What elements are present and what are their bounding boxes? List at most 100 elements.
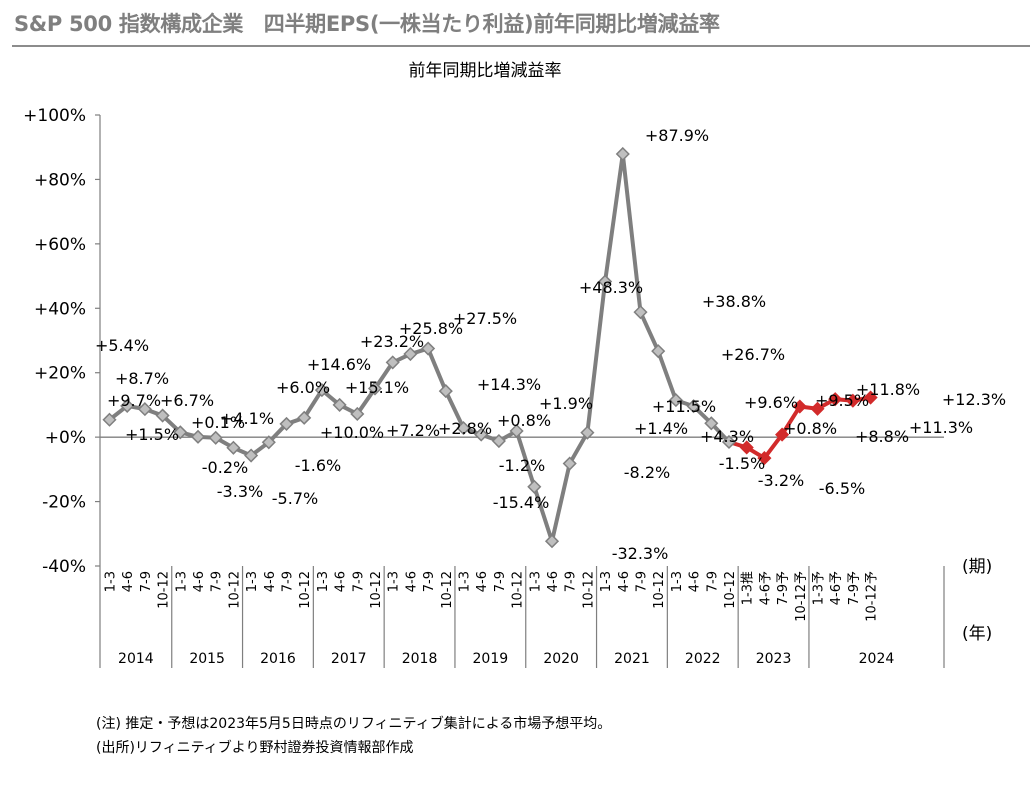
data-label: -1.2% [499, 456, 545, 475]
y-tick-label: +0% [45, 428, 86, 448]
actual-data-point [721, 434, 737, 450]
quarter-label: 4-6 [617, 571, 632, 592]
actual-data-point [474, 427, 489, 442]
data-label: -3.3% [217, 482, 263, 501]
data-label: +15.1% [345, 378, 409, 397]
actual-data-point [244, 448, 259, 463]
actual-data-point [562, 456, 577, 471]
quarter-label: 1-3 [599, 571, 614, 592]
actual-data-point [102, 412, 117, 427]
year-label: 2016 [260, 651, 296, 667]
actual-data-point [367, 381, 383, 396]
actual-data-point [120, 398, 135, 413]
data-label: +5.4% [95, 336, 149, 355]
quarter-label: 7-9 [422, 571, 437, 592]
data-label: -0.2% [202, 458, 248, 477]
actual-data-point [651, 344, 666, 359]
estimate-data-point [757, 451, 772, 466]
data-label: +2.8% [438, 419, 492, 438]
data-label: +27.5% [453, 309, 517, 328]
data-label: +9.5% [815, 391, 869, 410]
data-label: +25.8% [399, 319, 463, 338]
chart-title: 前年同期比増減益率 [409, 61, 562, 81]
quarter-label: 1-3 [387, 571, 402, 592]
quarter-label: 7-9 [210, 571, 225, 592]
actual-data-point [598, 274, 613, 289]
data-label: -6.5% [819, 479, 865, 498]
quarter-label: 10-12 [723, 571, 738, 609]
quarter-label: 4-6 [546, 571, 561, 592]
quarter-label: 1-3 [245, 571, 260, 592]
year-label: 2022 [685, 651, 721, 667]
quarter-label: 1-3 [528, 571, 543, 592]
y-tick-label: +60% [34, 235, 86, 255]
data-label: +11.5% [652, 397, 716, 416]
quarter-label: 4-6 [404, 571, 419, 592]
eps-growth-chart: 前年同期比増減益率 -40% -20% +0% +20% +40% +60% +80% +10… [23, 61, 1006, 668]
data-label: +10.0% [320, 423, 384, 442]
quarter-label: 4-6 [263, 571, 278, 592]
quarter-label: 7-9 [493, 571, 508, 592]
data-label: -3.2% [758, 471, 804, 490]
year-label: 2014 [118, 651, 154, 667]
actual-data-point [580, 425, 595, 440]
actual-data-point [403, 346, 418, 362]
year-label: 2015 [189, 651, 225, 667]
quarter-label: 4-6 [192, 571, 207, 592]
quarter-label: 10-12 [369, 571, 384, 609]
data-label: +11.3% [909, 418, 973, 437]
estimate-data-point [792, 399, 807, 414]
actual-data-point [190, 429, 206, 444]
quarter-label: 7-9 [281, 571, 296, 592]
actual-data-point [226, 440, 241, 455]
actual-data-point [314, 383, 329, 398]
quarter-label: 7-9 [635, 571, 650, 592]
data-label: +14.6% [307, 355, 371, 374]
data-label: -5.7% [272, 489, 318, 508]
actual-data-point [686, 399, 701, 414]
quarter-label: 7-9 [564, 571, 579, 592]
footnotes: (注) 推定・予想は2023年5月5日時点のリフィニティブ集計による市場予想平均… [96, 712, 611, 760]
estimate-data-point [845, 393, 860, 408]
year-unit-label: (年) [962, 624, 992, 644]
quarter-label: 1-3 [174, 571, 189, 592]
quarter-label: 4-6予 [829, 571, 844, 605]
y-tick-label: +20% [34, 364, 86, 384]
actual-data-point [509, 423, 524, 439]
actual-data-point [261, 435, 276, 450]
y-tick-label: -20% [42, 493, 86, 513]
quarter-label: 7-9 [351, 571, 366, 592]
quarter-label: 10-12予 [865, 571, 880, 622]
data-label: +11.8% [856, 380, 920, 399]
year-label: 2019 [473, 651, 509, 667]
actual-data-point [704, 416, 719, 431]
quarter-label: 1-3 [458, 571, 473, 592]
estimate-data-point [810, 401, 825, 416]
data-label: -15.4% [493, 493, 550, 512]
quarter-label: 10-12 [298, 571, 313, 609]
actual-data-point [544, 534, 560, 549]
year-label: 2020 [543, 651, 579, 667]
data-label: +1.4% [634, 419, 688, 438]
actual-data-point [615, 146, 630, 162]
actual-data-point [173, 425, 188, 440]
quarter-label: 4-6 [475, 571, 490, 592]
year-label: 2018 [402, 651, 438, 667]
data-label: +0.1% [191, 413, 245, 432]
estimate-data-point [739, 440, 754, 455]
page-title: S&P 500 指数構成企業 四半期EPS(一株当たり利益)前年同期比増減益率 [14, 12, 720, 36]
data-label: +26.7% [721, 345, 785, 364]
data-label: -8.2% [624, 463, 670, 482]
actual-data-point [155, 408, 170, 423]
actual-data-point [456, 421, 471, 436]
estimate-data-point [828, 392, 843, 407]
actual-data-point [668, 393, 683, 408]
data-label: -1.5% [719, 454, 765, 473]
data-label: -32.3% [612, 544, 669, 563]
quarter-label: 7-9予 [776, 571, 791, 605]
quarter-label: 4-6 [688, 571, 703, 592]
data-label: +1.5% [125, 425, 179, 444]
quarter-label: 1-3推 [741, 571, 756, 605]
y-tick-label: +100% [23, 106, 86, 126]
data-label: +9.6% [744, 393, 798, 412]
